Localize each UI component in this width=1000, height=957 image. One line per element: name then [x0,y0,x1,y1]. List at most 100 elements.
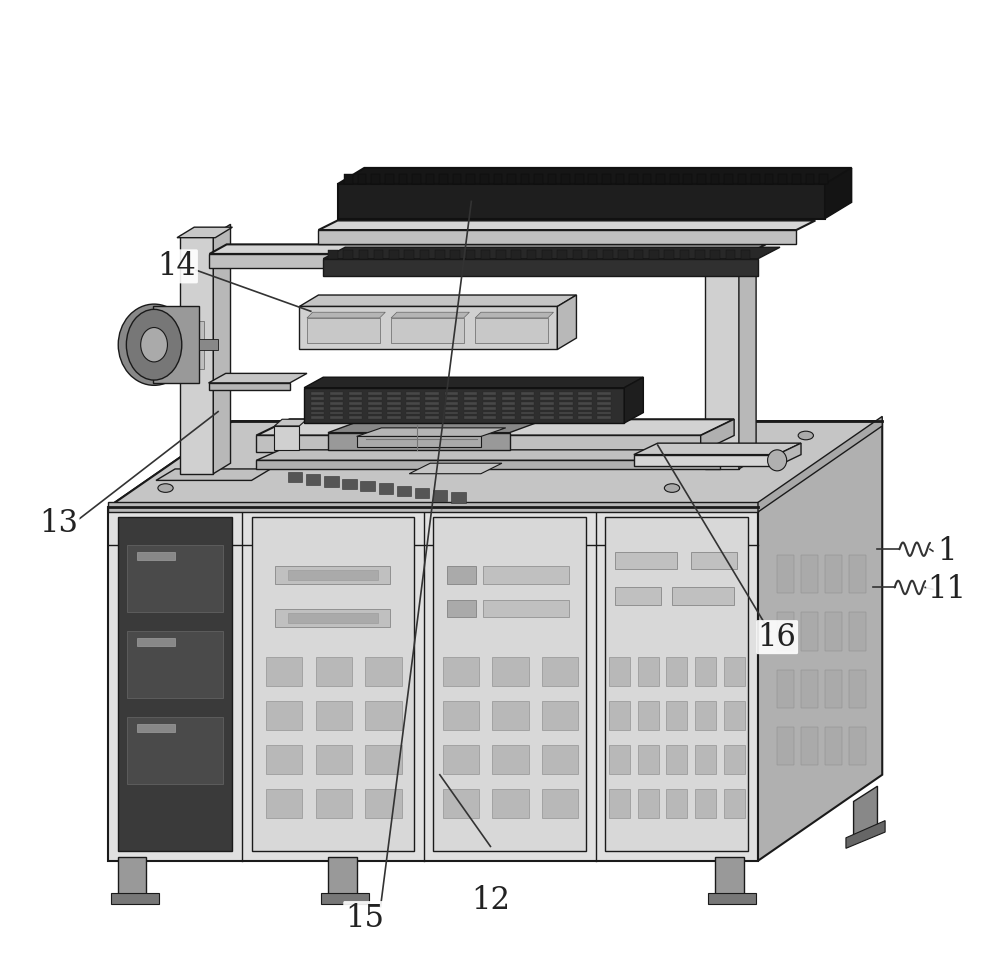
Polygon shape [708,893,756,903]
Polygon shape [323,247,780,258]
Bar [507,173,516,184]
Bar [724,746,745,774]
Bar [425,402,439,405]
Polygon shape [825,612,842,651]
Bar [502,402,515,405]
Bar [603,250,613,258]
Bar [697,173,706,184]
Bar [137,724,175,732]
Polygon shape [180,234,213,474]
Text: 11: 11 [928,574,967,605]
Polygon shape [338,184,825,218]
Bar [365,790,402,817]
Bar [330,416,343,419]
Bar [483,407,496,410]
Bar [466,173,475,184]
Ellipse shape [349,446,364,455]
Polygon shape [152,321,204,368]
Bar [649,250,659,258]
Bar [695,790,716,817]
Bar [447,600,476,617]
Polygon shape [256,450,744,460]
Bar [480,173,489,184]
Bar [492,701,529,730]
Bar [521,402,534,405]
Bar [494,173,502,184]
Polygon shape [256,435,701,452]
Polygon shape [825,167,852,218]
Polygon shape [328,422,538,433]
Bar [435,250,445,258]
Bar [415,488,429,499]
Bar [695,746,716,774]
Polygon shape [846,820,885,848]
Bar [542,250,552,258]
Bar [365,701,402,730]
Bar [387,416,401,419]
Polygon shape [213,224,231,474]
Bar [710,250,720,258]
Bar [542,701,578,730]
Bar [578,392,592,395]
Bar [374,250,383,258]
Bar [406,412,420,414]
Bar [316,790,352,817]
Bar [266,657,302,686]
Polygon shape [634,455,777,466]
Text: 1: 1 [937,536,957,567]
Polygon shape [391,312,469,318]
Ellipse shape [664,483,680,492]
Polygon shape [409,463,502,474]
Bar [464,416,477,419]
Bar [328,857,357,897]
Bar [450,250,460,258]
Bar [588,250,597,258]
Bar [638,657,659,686]
Polygon shape [705,244,739,469]
Bar [609,746,630,774]
Polygon shape [118,517,232,851]
Bar [464,402,477,405]
Polygon shape [849,727,866,766]
Bar [406,407,420,410]
Bar [540,392,554,395]
Bar [330,402,343,405]
Bar [324,477,339,487]
Bar [425,392,439,395]
Bar [425,416,439,419]
Bar [288,472,302,482]
Bar [443,790,479,817]
Polygon shape [849,670,866,708]
Bar [656,173,665,184]
Bar [542,746,578,774]
Bar [597,412,611,414]
Polygon shape [304,388,624,423]
Bar [439,173,448,184]
Polygon shape [777,612,794,651]
Bar [443,746,479,774]
Bar [311,402,324,405]
Bar [387,407,401,410]
Ellipse shape [118,304,190,386]
Polygon shape [111,893,159,903]
Ellipse shape [158,483,173,492]
Bar [426,173,434,184]
Bar [521,392,534,395]
Polygon shape [475,318,548,343]
Bar [118,857,146,897]
Ellipse shape [768,450,787,471]
Polygon shape [801,555,818,593]
Bar [534,173,543,184]
Text: 15: 15 [345,902,384,934]
Polygon shape [321,893,369,903]
Bar [602,173,611,184]
Polygon shape [299,306,557,349]
Bar [420,250,429,258]
Bar [387,412,401,414]
Bar [578,397,592,400]
Polygon shape [323,258,758,276]
Bar [540,416,554,419]
Bar [349,397,362,400]
Polygon shape [209,254,748,268]
Bar [634,250,643,258]
